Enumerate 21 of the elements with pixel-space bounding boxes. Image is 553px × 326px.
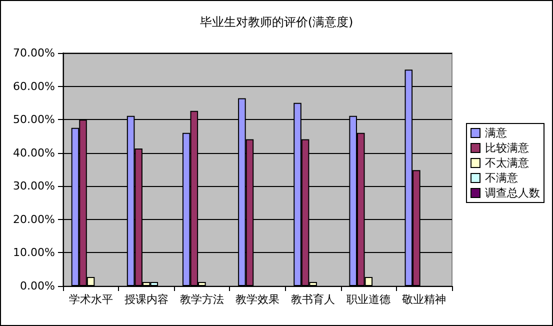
legend-label: 满意 xyxy=(485,126,507,140)
x-tick-label: 教学效果 xyxy=(236,293,280,306)
x-tick-label: 教书育人 xyxy=(291,293,336,306)
x-tick-label: 敬业精神 xyxy=(402,293,446,306)
y-tick-label: 50.00% xyxy=(13,113,55,126)
y-tick-label: 30.00% xyxy=(13,180,55,193)
y-tick-label: 20.00% xyxy=(13,212,55,226)
y-tick-label: 60.00% xyxy=(13,80,55,93)
x-tick-label: 授课内容 xyxy=(124,293,168,306)
chart-title: 毕业生对教师的评价(满意度) xyxy=(200,15,354,29)
legend-label: 调查总人数 xyxy=(485,186,540,200)
legend-label: 不太满意 xyxy=(485,156,529,170)
x-tick-label: 学术水平 xyxy=(68,293,113,306)
legend-label: 不满意 xyxy=(485,172,518,184)
x-tick-label: 职业道德 xyxy=(346,293,391,306)
x-tick-label: 教学方法 xyxy=(180,293,224,306)
y-tick-label: 70.00% xyxy=(13,46,55,60)
y-tick-label: 40.00% xyxy=(13,146,55,160)
y-tick-label: 10.00% xyxy=(13,246,55,260)
legend-label: 比较满意 xyxy=(485,142,529,154)
y-tick-label: 0.00% xyxy=(20,280,55,292)
